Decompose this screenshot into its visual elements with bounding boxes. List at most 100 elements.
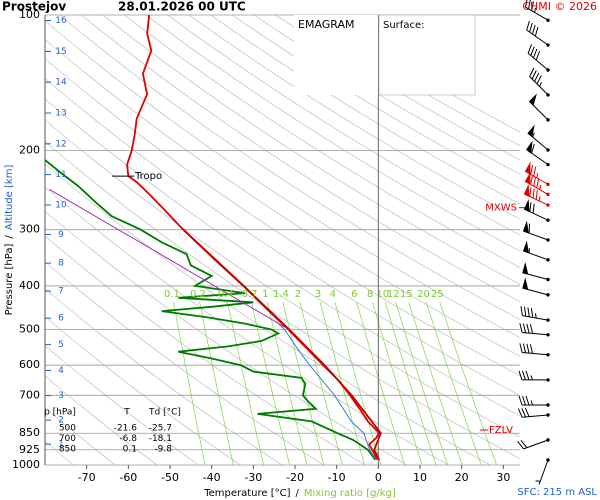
barb-feather	[531, 143, 535, 154]
barb-shaft	[538, 459, 549, 485]
wind-barb	[517, 407, 550, 418]
table-cell: -9.8	[154, 445, 172, 455]
dry-adiabat	[45, 316, 241, 465]
x-label-mix: Mixing ratio [g/kg]	[304, 488, 396, 499]
sfc-label: SFC: 215 m ASL	[517, 487, 597, 498]
altitude-label: 16	[55, 16, 67, 26]
mixing-ratio-label: 25	[431, 289, 444, 300]
barb-feather	[529, 344, 534, 354]
profiles	[45, 15, 382, 461]
dry-adiabat	[145, 15, 520, 252]
table-header: Td [°C]	[148, 408, 181, 418]
altitude-label: 9	[58, 230, 64, 240]
barb-feather	[530, 164, 534, 175]
barb-feather	[531, 1, 534, 11]
barb-flag	[522, 277, 529, 291]
dry-adiabat	[45, 98, 520, 417]
wind-barb	[523, 183, 550, 207]
mixing-ratio-line	[266, 301, 308, 465]
wind-barb	[526, 20, 550, 47]
barb-feather	[529, 67, 535, 77]
mxws-label: MXWS	[485, 203, 517, 214]
dry-adiabat	[124, 15, 520, 269]
table-cell: -25.7	[149, 424, 172, 434]
barb-feather	[527, 307, 530, 317]
barb-flag	[522, 240, 529, 254]
barb-shaft	[526, 29, 549, 46]
altitude-label: 1	[58, 440, 64, 450]
mixing-ratio-line	[251, 301, 290, 465]
barb-station	[546, 438, 550, 442]
mixing-ratio-line	[199, 301, 234, 465]
altitude-label: 14	[55, 78, 67, 88]
mixing-ratio-line	[173, 301, 206, 465]
mixing-ratio-label: 4	[330, 289, 336, 300]
y-tick-label: 400	[19, 279, 40, 292]
barb-half	[539, 81, 543, 87]
barb-feather	[530, 46, 535, 56]
barb-station	[546, 203, 550, 207]
barb-shaft	[522, 414, 549, 418]
x-axis-label: Temperature [°C] / Mixing ratio [g/kg]	[203, 488, 396, 499]
table-cell: 500	[59, 424, 76, 434]
barb-half	[536, 173, 539, 178]
table-cell: 700	[59, 434, 76, 444]
barb-half	[534, 7, 537, 13]
altitude-label: 15	[55, 47, 66, 57]
mixing-ratio-label: 3	[315, 289, 321, 300]
barb-feather	[526, 20, 530, 31]
y-tick-label: 500	[19, 323, 40, 336]
wind-barb	[522, 220, 550, 242]
barb-station	[546, 293, 550, 297]
table-header: T	[123, 408, 130, 418]
barb-feather	[521, 408, 527, 418]
mixing-ratio-line	[227, 301, 264, 465]
x-tick-label: -30	[244, 471, 262, 484]
barb-feather	[525, 395, 530, 406]
barb-flag	[524, 161, 531, 175]
dry-adiabat	[102, 15, 520, 285]
altitude-label: 2	[58, 416, 64, 426]
date: 28.01.2026 00 UTC	[118, 0, 246, 14]
x-label-sep: /	[296, 488, 300, 499]
x-tick-label: 30	[496, 471, 510, 484]
barb-feather	[530, 174, 534, 185]
table-cell: -21.6	[114, 424, 138, 434]
wind-barb	[517, 438, 550, 450]
barb-feather	[523, 306, 527, 317]
altitude-label: 6	[58, 314, 64, 324]
dry-adiabat	[81, 15, 520, 303]
mixing-ratio-label: 6	[351, 289, 357, 300]
barb-feather	[536, 75, 542, 85]
barb-feather	[536, 178, 540, 188]
barb-feather	[532, 48, 538, 58]
dry-adiabat	[45, 210, 408, 465]
altitude-label: 3	[58, 391, 64, 401]
wind-barb	[524, 171, 550, 197]
barb-station	[546, 118, 550, 122]
barb-shaft	[527, 52, 549, 71]
barb-shaft	[529, 76, 549, 96]
barb-feather	[522, 323, 527, 333]
dry-adiabat	[45, 38, 520, 357]
profile-line	[275, 321, 377, 461]
table-cell: 850	[59, 445, 76, 455]
altitude-label: 8	[58, 259, 64, 269]
mixing-ratio-label: 0.7	[242, 289, 258, 300]
fzlv-label: FZLV	[489, 425, 513, 436]
x-tick-label: 0	[375, 471, 382, 484]
x-tick-label: -10	[328, 471, 346, 484]
x-tick-label: 20	[455, 471, 469, 484]
y-label-pressure: Pressure [hPa]	[4, 244, 15, 316]
barb-feather	[522, 395, 526, 406]
barb-station	[546, 18, 550, 22]
table-header: p [hPa]	[44, 408, 76, 418]
altitude-label: 4	[58, 366, 64, 376]
barb-station	[546, 413, 550, 417]
wind-barb	[524, 161, 550, 187]
barb-feather	[534, 26, 539, 37]
dry-adiabat	[45, 235, 366, 465]
mixing-ratio-label: 8	[367, 289, 373, 300]
mixing-ratio-line	[439, 301, 497, 465]
altitude-label: 5	[58, 340, 64, 350]
